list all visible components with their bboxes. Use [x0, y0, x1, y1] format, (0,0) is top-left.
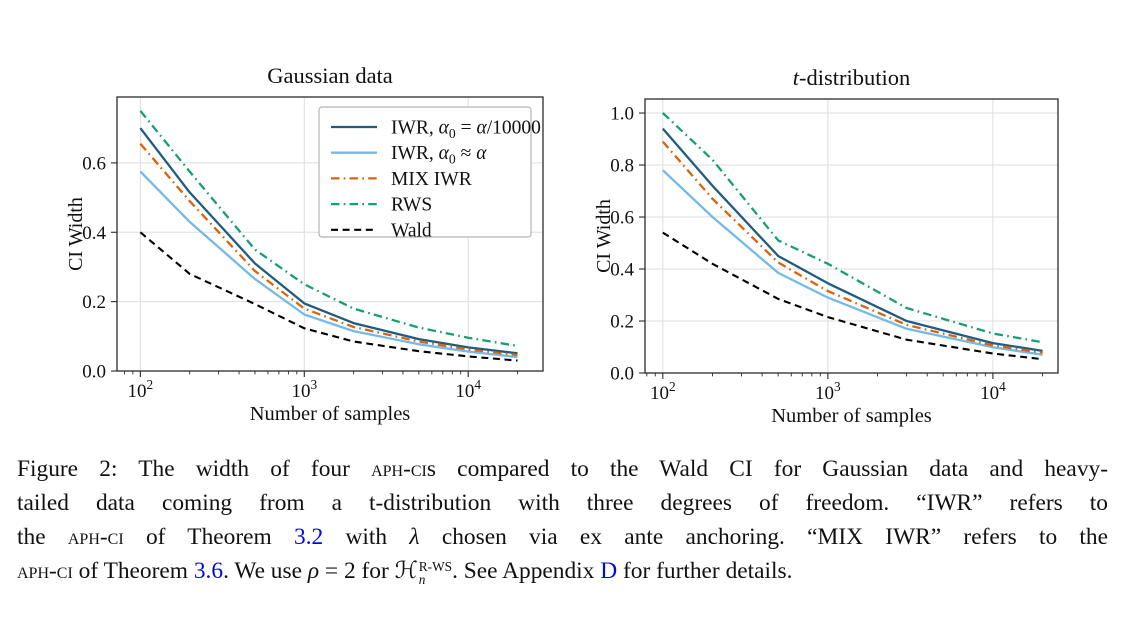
caption-text: s compared to the Wald CI for Gaussian d… — [426, 456, 1108, 482]
caption-text: the — [17, 524, 68, 550]
y-tick-label: 0.8 — [610, 156, 634, 177]
caption-text: for further details. — [617, 558, 793, 584]
x-tick-label: 102 — [128, 377, 154, 402]
plot-frame — [644, 98, 1059, 374]
caption-text: with — [323, 524, 410, 550]
caption-text: aph-ci — [17, 558, 73, 584]
figure-charts: 102 103 104 0.0 0.2 0.4 0.6 Number of samples CI… — [65, 63, 1059, 427]
caption-text: tailed data coming from a t-distribution… — [17, 490, 1108, 516]
y-tick-label: 0.6 — [82, 153, 106, 174]
series-line-iwr-light — [139, 170, 518, 359]
y-tick-label: 1.0 — [610, 104, 634, 125]
y-tick-label: 0.2 — [610, 312, 634, 333]
series-line-iwr-dark — [661, 127, 1043, 353]
y-tick-label: 0.2 — [82, 292, 106, 313]
x-tick-label: 102 — [650, 379, 676, 404]
caption-text: . See Appendix — [452, 558, 601, 584]
caption-line: Figure 2: The width of four aph-cis comp… — [17, 452, 1108, 486]
series-line-iwr-dark — [139, 127, 518, 355]
series-line-rws — [662, 112, 1043, 344]
math-supsub: R-WS n — [419, 560, 452, 586]
x-tick-label: 104 — [455, 377, 481, 402]
caption-text: aph-ci — [67, 524, 124, 550]
y-tick-label: 0.4 — [610, 260, 634, 281]
series-line-iwr-light — [662, 169, 1043, 356]
y-tick-label: 0.6 — [610, 208, 634, 229]
chart-title: t-distribution — [793, 65, 911, 90]
caption-text: ℋ — [394, 558, 418, 584]
series-line-wald — [662, 231, 1043, 361]
y-axis-label: CI Width — [593, 199, 615, 273]
x-axis-label: Number of samples — [250, 403, 411, 425]
theorem-3-2-link[interactable]: 3.2 — [294, 524, 324, 550]
series-line-mix-iwr — [661, 140, 1043, 354]
superscript: R-WS — [418, 558, 453, 574]
caption-text: of Theorem — [72, 558, 194, 584]
legend-label-wald: Wald — [391, 220, 432, 241]
chart-title: Gaussian data — [267, 63, 393, 88]
y-tick-label: 0.0 — [610, 364, 634, 385]
legend-label-iwr-light: IWR, α0 ≈ α — [391, 143, 487, 167]
caption-text: λ — [409, 524, 420, 550]
legend-label-mix-iwr: MIX IWR — [391, 169, 472, 190]
x-axis-label: Number of samples — [771, 405, 932, 427]
series-line-rws — [139, 110, 518, 348]
appendix-d-link[interactable]: D — [600, 558, 618, 584]
caption-line: tailed data coming from a t-distribution… — [17, 486, 1108, 520]
caption-text: of Theorem — [123, 524, 294, 550]
series-line-mix-iwr — [139, 143, 518, 357]
y-axis-label: CI Width — [65, 197, 87, 271]
subscript: n — [418, 571, 426, 587]
caption-text: . We use — [223, 558, 308, 584]
y-tick-label: 0.4 — [82, 223, 106, 244]
caption-text: = 2 for — [319, 558, 395, 584]
theorem-3-6-link[interactable]: 3.6 — [193, 558, 224, 584]
caption-text: aph-ci — [371, 456, 427, 482]
x-tick-label: 103 — [815, 379, 841, 404]
caption-text: ρ — [307, 558, 320, 584]
caption-line: the aph-ci of Theorem 3.2 with λ chosen … — [17, 520, 1108, 554]
chart-0: 102 103 104 0.0 0.2 0.4 0.6 Number of samples CI… — [65, 63, 544, 425]
chart-1: 102 103 104 0.0 0.2 0.4 0.6 0.8 1.0 Number of sam… — [593, 65, 1059, 427]
caption-text: Figure 2: The width of four — [17, 456, 372, 482]
legend-label-iwr-dark: IWR, α0 = α/10000 — [391, 118, 541, 142]
x-tick-label: 103 — [291, 377, 317, 402]
caption-text: chosen via ex ante anchoring. “MIX IWR” … — [419, 524, 1108, 550]
plot-frame — [116, 96, 544, 372]
y-tick-label: 0.0 — [82, 362, 106, 383]
figure-caption: Figure 2: The width of four aph-cis comp… — [17, 452, 1108, 588]
series-line-wald — [139, 231, 518, 362]
caption-line: aph-ci of Theorem 3.6. We use ρ = 2 for … — [17, 554, 1108, 588]
legend-label-rws: RWS — [391, 195, 432, 216]
x-tick-label: 104 — [980, 379, 1006, 404]
